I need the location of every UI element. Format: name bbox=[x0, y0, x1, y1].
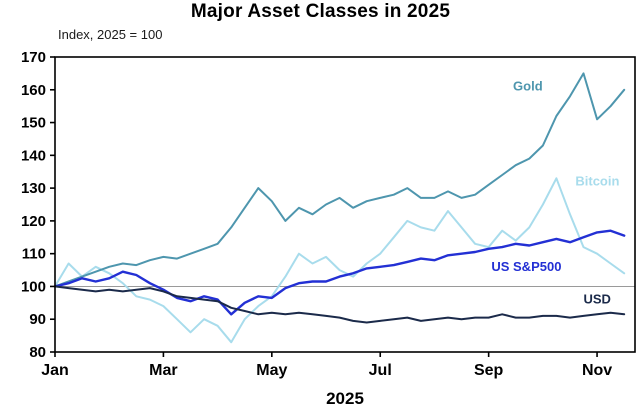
x-tick-label: May bbox=[256, 362, 287, 379]
x-tick-label: Jul bbox=[369, 362, 392, 379]
y-tick-label: 160 bbox=[21, 82, 46, 99]
x-tick-label: Mar bbox=[149, 362, 177, 379]
series-line-gold bbox=[54, 72, 626, 288]
chart-subtitle: Index, 2025 = 100 bbox=[58, 27, 163, 42]
y-tick-label: 140 bbox=[21, 147, 46, 164]
x-axis-title: 2025 bbox=[326, 389, 364, 408]
y-tick-label: 100 bbox=[21, 278, 46, 295]
y-tick-label: 120 bbox=[21, 213, 46, 230]
series-label-bitcoin: Bitcoin bbox=[575, 174, 619, 189]
series-line-bitcoin bbox=[54, 177, 626, 344]
y-tick-label: 80 bbox=[29, 344, 46, 361]
chart-title: Major Asset Classes in 2025 bbox=[190, 1, 451, 22]
x-tick-label: Nov bbox=[582, 362, 612, 379]
y-tick-label: 170 bbox=[21, 49, 46, 66]
series-line-us-s-p500 bbox=[53, 229, 626, 316]
series-line-usd bbox=[54, 285, 626, 324]
y-tick-label: 110 bbox=[22, 246, 46, 263]
series-label-gold: Gold bbox=[513, 79, 543, 94]
series-label-us-s-p500: US S&P500 bbox=[491, 259, 561, 274]
x-tick-label: Sep bbox=[474, 362, 504, 379]
plot-frame bbox=[54, 56, 636, 353]
x-tick-label: Jan bbox=[41, 362, 69, 379]
y-tick-label: 90 bbox=[29, 311, 46, 328]
y-tick-label: 130 bbox=[21, 180, 46, 197]
y-tick-label: 150 bbox=[21, 115, 46, 132]
series-label-usd: USD bbox=[584, 292, 611, 307]
